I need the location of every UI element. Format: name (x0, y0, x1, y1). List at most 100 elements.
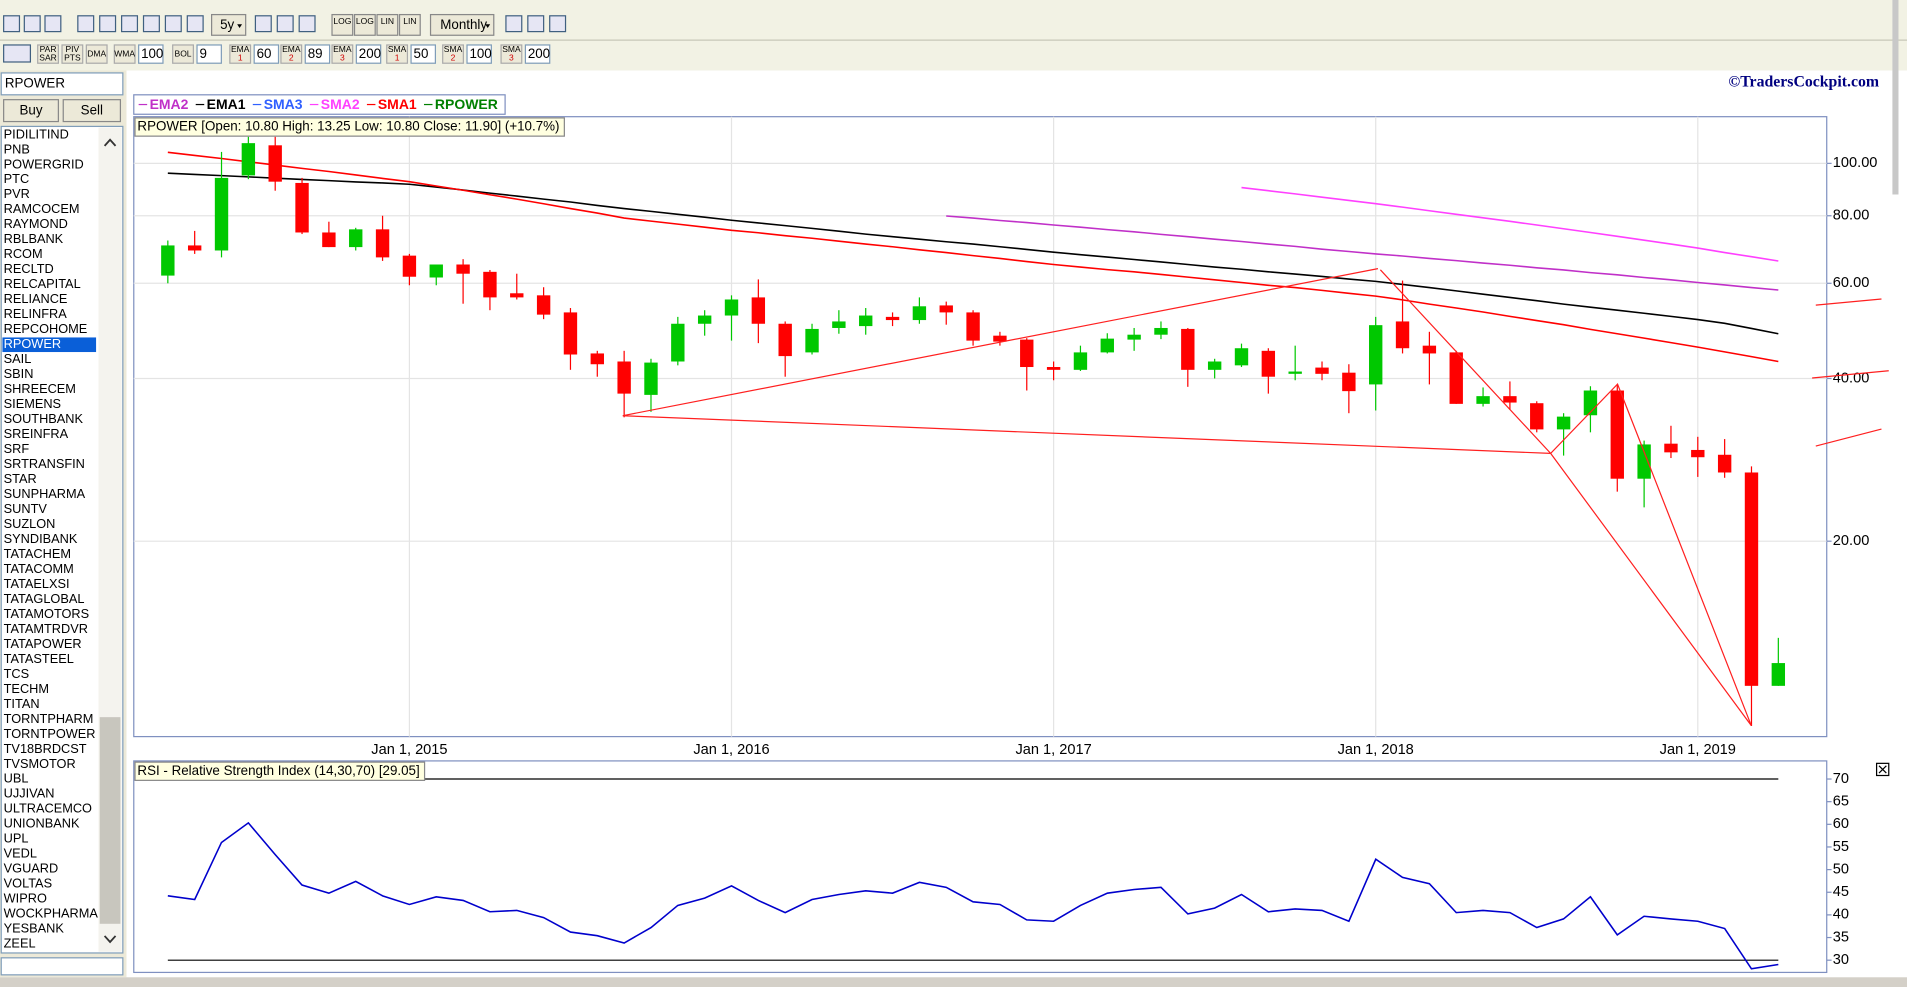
indicator-toggle[interactable] (386, 44, 409, 64)
scroll-arrows[interactable] (103, 138, 117, 944)
symbol-item[interactable]: TATAMTRDVR (4, 621, 88, 636)
symbol-item[interactable]: TATAPOWER (4, 636, 82, 651)
symbol-item[interactable]: SBIN (4, 366, 34, 381)
dropdown-arrow (237, 24, 243, 28)
indicator-toggle[interactable] (113, 44, 136, 64)
symbol-item[interactable]: RELINFRA (4, 306, 68, 321)
symbol-item[interactable]: RAMCOCEM (4, 201, 80, 216)
symbol-item[interactable]: UBL (4, 771, 29, 786)
indicator-input[interactable] (466, 44, 492, 64)
symbol-item[interactable]: PNB (4, 141, 30, 156)
symbol-input-box[interactable] (0, 72, 124, 96)
symbol-item[interactable]: TORNTPOWER (4, 726, 96, 741)
candle-body (563, 312, 578, 355)
indicator-button[interactable] (61, 44, 84, 64)
symbol-item[interactable]: PTC (4, 171, 30, 186)
symbol-item[interactable]: TORNTPHARM (4, 711, 94, 726)
indicator-input[interactable] (524, 44, 551, 64)
indicator-input[interactable] (355, 44, 382, 64)
buy-button[interactable] (3, 99, 59, 123)
scale-button[interactable] (331, 13, 354, 36)
symbol-item[interactable]: UPL (4, 831, 29, 846)
symbol-item[interactable]: SAIL (4, 351, 32, 366)
buy-label: Buy (19, 103, 42, 118)
legend-label[interactable]: EMA2 (150, 96, 189, 112)
scale-button[interactable] (353, 13, 376, 36)
indicator-input[interactable] (410, 44, 437, 64)
symbol-item[interactable]: RELCAPITAL (4, 276, 81, 291)
indicator-button[interactable] (37, 44, 59, 64)
toolbar-icons[interactable] (3, 15, 567, 63)
indicator-toggle[interactable] (500, 44, 523, 64)
symbol-item[interactable]: POWERGRID (4, 156, 84, 171)
symbol-item[interactable]: VGUARD (4, 861, 59, 876)
scale-button[interactable] (376, 13, 399, 36)
symbol-item[interactable]: TATAELXSI (4, 576, 70, 591)
symbol-item[interactable]: RAYMOND (4, 216, 68, 231)
symbol-item[interactable]: REPCOHOME (4, 321, 88, 336)
symbol-item[interactable]: TATAGLOBAL (4, 591, 85, 606)
symbol-item[interactable]: WOCKPHARMA (4, 906, 99, 921)
symbol-item[interactable]: TECHM (4, 681, 49, 696)
scale-button[interactable] (398, 13, 421, 36)
symbol-item[interactable]: TATASTEEL (4, 651, 74, 666)
symbol-item[interactable]: RECLTD (4, 261, 54, 276)
symbol-item[interactable]: RELIANCE (4, 291, 68, 306)
candle-body (1234, 348, 1249, 366)
legend-label[interactable]: SMA3 (264, 96, 303, 112)
symbol-item[interactable]: UNIONBANK (4, 816, 80, 831)
symbol-item[interactable]: SUNTV (4, 501, 48, 516)
symbol-item[interactable]: TVSMOTOR (4, 756, 76, 771)
symbol-item[interactable]: PIDILITIND (4, 126, 69, 141)
legend-label[interactable]: SMA2 (321, 96, 360, 112)
symbol-item[interactable]: ZEEL (4, 936, 36, 951)
symbol-item[interactable]: UJJIVAN (4, 786, 55, 801)
indicator-toggle[interactable] (442, 44, 464, 64)
symbol-item[interactable]: SYNDIBANK (4, 531, 78, 546)
indicator-button[interactable] (85, 44, 108, 64)
symbol-item[interactable]: TATAMOTORS (4, 606, 89, 621)
indicator-toggle[interactable] (280, 44, 303, 64)
indicator-input[interactable] (138, 44, 164, 64)
symbol-item[interactable]: TATACHEM (4, 546, 71, 561)
symbol-item[interactable]: TCS (4, 666, 30, 681)
symbol-item[interactable]: TV18BRDCST (4, 741, 87, 756)
symbol-item[interactable]: YESBANK (4, 921, 65, 936)
symbol-item[interactable]: STAR (4, 471, 37, 486)
sell-button[interactable] (62, 99, 122, 123)
legend-label[interactable]: RPOWER (435, 96, 498, 112)
symbol-item[interactable]: VEDL (4, 846, 37, 861)
symbol-item[interactable]: SRTRANSFIN (4, 456, 85, 471)
candle-body (1073, 352, 1088, 370)
legend-label[interactable]: EMA1 (207, 96, 246, 112)
indicator-toggle[interactable] (172, 44, 194, 64)
symbol-item[interactable]: SIEMENS (4, 396, 61, 411)
symbol-item[interactable]: WIPRO (4, 891, 47, 906)
symbol-item[interactable]: SUNPHARMA (4, 486, 86, 501)
symbol-item[interactable]: TATACOMM (4, 561, 74, 576)
indicator-toggle[interactable] (229, 44, 252, 64)
indicator-input[interactable] (304, 44, 331, 64)
symbol-item[interactable]: SHREECEM (4, 381, 76, 396)
symbol-item[interactable]: VOLTAS (4, 876, 52, 891)
interval-dropdown[interactable] (429, 13, 495, 36)
indicator-input[interactable] (196, 44, 222, 64)
candle-body (1422, 345, 1437, 354)
symbol-item[interactable]: RPOWER (4, 336, 61, 351)
symbol-item[interactable]: RCOM (4, 246, 43, 261)
bottom-input[interactable] (0, 957, 124, 976)
trend-lines[interactable] (622, 268, 1889, 727)
period-dropdown[interactable] (211, 13, 247, 36)
symbol-item[interactable]: SREINFRA (4, 426, 69, 441)
scroll-thumb[interactable] (99, 717, 121, 924)
symbol-item[interactable]: TITAN (4, 696, 40, 711)
indicator-toggle[interactable] (331, 44, 354, 64)
symbol-item[interactable]: ULTRACEMCO (4, 801, 92, 816)
symbol-item[interactable]: SUZLON (4, 516, 56, 531)
symbol-item[interactable]: SOUTHBANK (4, 411, 84, 426)
symbol-item[interactable]: SRF (4, 441, 30, 456)
symbol-item[interactable]: RBLBANK (4, 231, 64, 246)
symbol-item[interactable]: PVR (4, 186, 30, 201)
legend-label[interactable]: SMA1 (378, 96, 417, 112)
indicator-input[interactable] (253, 44, 280, 64)
